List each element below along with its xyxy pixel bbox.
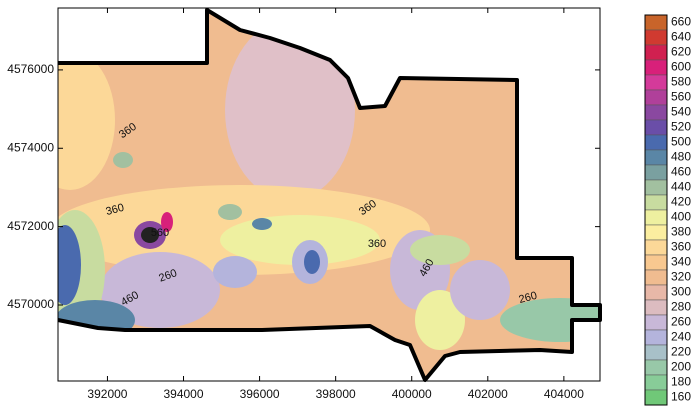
colorbar-band — [644, 44, 668, 61]
colorbar-band — [644, 59, 668, 76]
colorbar-label: 380 — [671, 225, 691, 239]
colorbar-label: 580 — [671, 75, 691, 89]
contour-label: 260 — [157, 267, 178, 285]
colorbar-band — [644, 239, 668, 256]
colorbar-label: 660 — [671, 15, 691, 29]
colorbar-band — [644, 224, 668, 241]
colorbar-band — [644, 329, 668, 346]
colorbar-label: 320 — [671, 270, 691, 284]
x-tick-label: 398000 — [316, 387, 356, 401]
contour-region — [58, 225, 81, 305]
colorbar-label: 160 — [671, 390, 691, 404]
colorbar-band — [644, 254, 668, 271]
colorbar-band — [644, 269, 668, 286]
boundary — [57, 8, 602, 382]
colorbar-label: 560 — [671, 90, 691, 104]
colorbar-label: 280 — [671, 300, 691, 314]
colorbar-band — [644, 374, 668, 391]
colorbar-label: 500 — [671, 135, 691, 149]
colorbar-band — [644, 104, 668, 121]
colorbar-band — [644, 149, 668, 166]
colorbar-band — [644, 74, 668, 91]
colorbar-band — [644, 209, 668, 226]
colorbar-label: 360 — [671, 240, 691, 254]
colorbar-band — [644, 284, 668, 301]
colorbar-label: 340 — [671, 255, 691, 269]
colorbar-band — [644, 194, 668, 211]
y-tick-label: 4576000 — [7, 62, 54, 76]
colorbar-label: 600 — [671, 60, 691, 74]
contour-label: 560 — [151, 227, 169, 239]
colorbar-band — [644, 29, 668, 46]
y-tick-label: 4570000 — [7, 297, 54, 311]
colorbar-band — [644, 314, 668, 331]
colorbar-label: 480 — [671, 150, 691, 164]
x-tick-label: 402000 — [468, 387, 508, 401]
plot-frame — [57, 7, 601, 382]
colorbar-band — [644, 14, 668, 31]
colorbar-label: 520 — [671, 120, 691, 134]
contour-region — [218, 204, 242, 220]
colorbar-label: 200 — [671, 360, 691, 374]
contour-label: 360 — [105, 202, 126, 218]
x-tick-label: 396000 — [240, 387, 280, 401]
colorbar-label: 260 — [671, 315, 691, 329]
colorbar-label: 460 — [671, 165, 691, 179]
contour-region — [415, 290, 465, 350]
contour-region — [141, 227, 159, 243]
colorbar-label: 400 — [671, 210, 691, 224]
colorbar-label: 540 — [671, 105, 691, 119]
colorbar-band — [644, 359, 668, 376]
x-tick-label: 394000 — [163, 387, 203, 401]
colorbar-band — [644, 389, 668, 406]
colorbar-label: 640 — [671, 30, 691, 44]
contour-region — [225, 20, 355, 200]
contour-region — [252, 218, 272, 230]
colorbar-label: 220 — [671, 345, 691, 359]
x-tick-label: 400000 — [392, 387, 432, 401]
colorbar-label: 420 — [671, 195, 691, 209]
colorbar-band — [644, 164, 668, 181]
y-tick-label: 4572000 — [7, 219, 54, 233]
contour-region — [213, 256, 257, 288]
colorbar-label: 240 — [671, 330, 691, 344]
contour-label: 360 — [368, 238, 386, 250]
y-tick-label: 4574000 — [7, 140, 54, 154]
colorbar-label: 620 — [671, 45, 691, 59]
colorbar-frame — [644, 14, 668, 406]
x-tick-label: 404000 — [544, 387, 584, 401]
contour-label: 260 — [518, 290, 539, 306]
colorbar-label: 180 — [671, 375, 691, 389]
x-tick-label: 392000 — [87, 387, 127, 401]
contour-region — [304, 250, 320, 274]
colorbar-label: 440 — [671, 180, 691, 194]
colorbar-band — [644, 119, 668, 136]
colorbar-band — [644, 299, 668, 316]
colorbar-label: 300 — [671, 285, 691, 299]
contour-region — [100, 252, 220, 328]
colorbar-band — [644, 179, 668, 196]
contour-region — [450, 260, 510, 320]
colorbar-band — [644, 89, 668, 106]
contour-region — [410, 235, 470, 265]
contour-region — [161, 212, 173, 232]
colorbar-band — [644, 134, 668, 151]
contour-region — [113, 152, 133, 168]
contour-region — [58, 50, 115, 190]
colorbar-band — [644, 344, 668, 361]
